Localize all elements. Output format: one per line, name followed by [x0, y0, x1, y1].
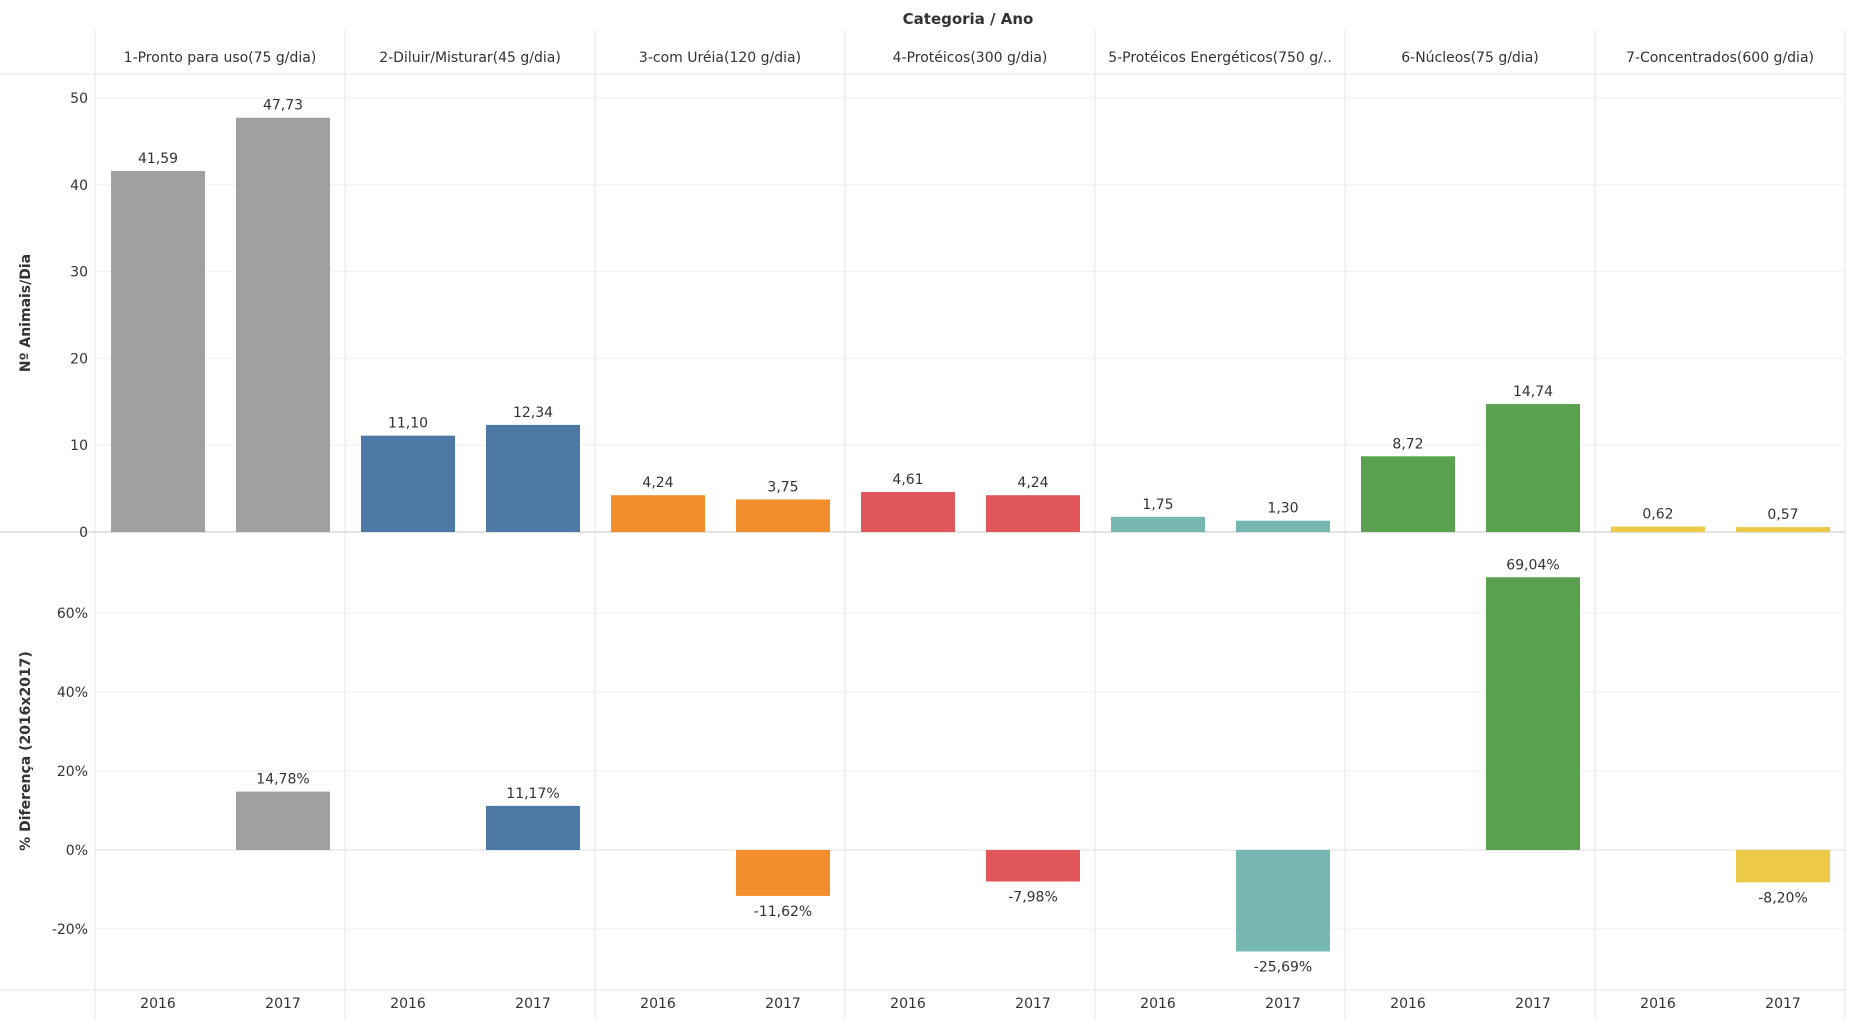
data-label-bottom: 11,17%	[506, 786, 559, 802]
data-label-top: 11,10	[388, 416, 428, 432]
x-tick-label: 2017	[1265, 996, 1301, 1012]
y-tick-label-top: 10	[70, 438, 88, 454]
y-tick-label-bottom: 60%	[57, 606, 88, 622]
data-label-top: 0,57	[1767, 507, 1798, 523]
x-tick-labels: 2016 2017 2016 2017 2016 2017 2016 2017 2016 2017…	[140, 996, 1801, 1012]
bar-top	[111, 170, 205, 533]
x-tick-label: 2016	[1640, 996, 1676, 1012]
x-tick-label: 2016	[890, 996, 926, 1012]
data-label-top: 4,24	[1017, 475, 1048, 491]
y-tick-label-top: 0	[79, 525, 88, 541]
x-tick-label: 2016	[640, 996, 676, 1012]
bar-bottom	[1736, 850, 1830, 883]
category-header: 2-Diluir/Misturar(45 g/dia)	[379, 50, 561, 66]
x-tick-label: 2017	[1515, 996, 1551, 1012]
bar-top	[736, 499, 830, 532]
x-tick-label: 2017	[1765, 996, 1801, 1012]
bottom-bars: 14,78% 11,17% -11,62% -7,98% -25,69% 69,04% -8…	[236, 557, 1830, 975]
x-tick-label: 2017	[265, 996, 301, 1012]
data-label-bottom: -8,20%	[1758, 890, 1808, 906]
bar-top	[611, 495, 705, 532]
category-header: 4-Protéicos(300 g/dia)	[893, 50, 1048, 66]
data-label-bottom: -11,62%	[754, 904, 812, 920]
bar-top	[1236, 520, 1330, 532]
data-label-bottom: 69,04%	[1506, 557, 1559, 573]
x-tick-label: 2016	[390, 996, 426, 1012]
bar-top	[986, 495, 1080, 532]
data-label-top: 4,61	[892, 472, 923, 488]
y-tick-label-top: 20	[70, 351, 88, 367]
category-headers: 1-Pronto para uso(75 g/dia) 2-Diluir/Mist…	[124, 50, 1814, 66]
data-label-top: 4,24	[642, 475, 673, 491]
x-tick-label: 2017	[765, 996, 801, 1012]
bar-top	[1111, 516, 1205, 532]
bar-top	[1361, 456, 1455, 532]
data-label-top: 41,59	[138, 151, 178, 167]
data-label-top: 3,75	[767, 479, 798, 495]
bar-bottom	[236, 791, 330, 850]
data-label-top: 8,72	[1392, 436, 1423, 452]
bar-top	[236, 117, 330, 532]
category-header: 6-Núcleos(75 g/dia)	[1401, 50, 1539, 66]
x-tick-label: 2016	[140, 996, 176, 1012]
y-tick-label-bottom: 20%	[57, 764, 88, 780]
bar-top	[861, 491, 955, 532]
data-label-top: 14,74	[1513, 384, 1553, 400]
category-header: 1-Pronto para uso(75 g/dia)	[124, 50, 317, 66]
y-tick-label-bottom: -20%	[52, 922, 88, 938]
category-header: 5-Protéicos Energéticos(750 g/..	[1108, 50, 1332, 66]
category-header: 7-Concentrados(600 g/dia)	[1626, 50, 1814, 66]
y-tick-label-bottom: 0%	[66, 843, 88, 859]
bar-bottom	[986, 850, 1080, 882]
x-tick-label: 2016	[1390, 996, 1426, 1012]
x-tick-label: 2017	[1015, 996, 1051, 1012]
y-tick-label-bottom: 40%	[57, 685, 88, 701]
bar-top	[1736, 527, 1830, 532]
bar-top	[486, 424, 580, 532]
bar-top	[1611, 526, 1705, 532]
data-label-top: 1,30	[1267, 501, 1298, 517]
bar-bottom	[1486, 577, 1580, 850]
x-tick-label: 2017	[515, 996, 551, 1012]
bar-top	[361, 435, 455, 532]
bottom-y-axis-label: % Diferença (2016x2017)	[18, 651, 34, 851]
bar-bottom	[1236, 850, 1330, 952]
chart-header: Categoria / Ano	[903, 10, 1034, 28]
data-label-top: 12,34	[513, 405, 553, 421]
y-tick-label-top: 40	[70, 178, 88, 194]
y-tick-label-top: 30	[70, 265, 88, 281]
bar-bottom	[736, 850, 830, 896]
top-y-axis-label: Nº Animais/Dia	[18, 254, 34, 372]
bar-top	[1486, 404, 1580, 532]
bar-bottom	[486, 805, 580, 850]
category-header: 3-com Uréia(120 g/dia)	[639, 50, 801, 66]
data-label-bottom: 14,78%	[256, 772, 309, 788]
data-label-top: 47,73	[263, 98, 303, 114]
data-label-bottom: -7,98%	[1008, 890, 1058, 906]
data-label-bottom: -25,69%	[1254, 959, 1312, 975]
y-tick-label-top: 50	[70, 91, 88, 107]
data-label-top: 1,75	[1142, 497, 1173, 513]
gridlines	[95, 97, 1845, 930]
data-label-top: 0,62	[1642, 507, 1673, 523]
x-tick-label: 2016	[1140, 996, 1176, 1012]
y-tick-labels: 0 10 20 30 40 50 -20% 0% 20% 40% 60%	[52, 91, 88, 938]
top-bars: 41,59 47,73 11,10 12,34 4,24 3,75 4,61 4,24 1,75…	[111, 98, 1830, 533]
